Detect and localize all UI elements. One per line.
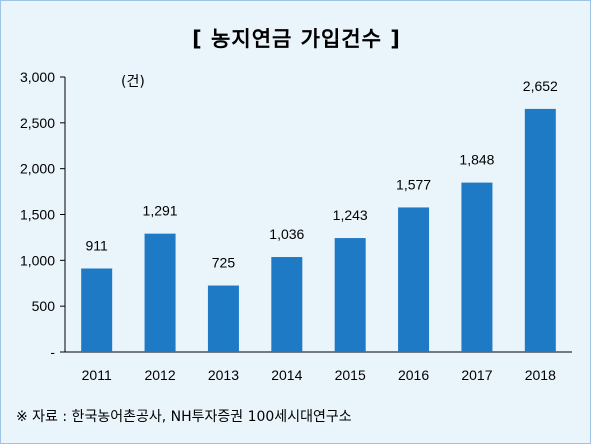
data-label-2015: 1,243 xyxy=(333,207,368,223)
chart-title: [ 농지연금 가입건수 ] xyxy=(192,27,401,51)
unit-label: (건) xyxy=(121,74,145,90)
bar-2015 xyxy=(334,238,366,352)
y-tick-label: - xyxy=(50,344,55,360)
bar-2018 xyxy=(524,108,556,353)
x-tick-label-2011: 2011 xyxy=(82,367,112,383)
data-label-2013: 725 xyxy=(212,255,236,271)
x-tick-label-2018: 2018 xyxy=(525,367,556,383)
x-tick-label-2012: 2012 xyxy=(144,367,175,383)
x-tick-label-2015: 2015 xyxy=(335,367,366,383)
data-label-2017: 1,848 xyxy=(459,152,494,168)
y-tick-label: 2,500 xyxy=(20,115,55,131)
y-tick-label: 2,000 xyxy=(20,161,55,177)
bar-2017 xyxy=(461,182,493,352)
data-label-2011: 911 xyxy=(86,237,109,253)
x-tick-label-2016: 2016 xyxy=(398,367,429,383)
bar-2013 xyxy=(207,285,239,352)
source-note: ※ 자료 : 한국농어촌공사, NH투자증권 100세시대연구소 xyxy=(16,409,352,425)
y-tick-label: 1,500 xyxy=(20,207,55,223)
y-tick-label: 1,000 xyxy=(20,252,55,268)
data-label-2018: 2,652 xyxy=(523,78,558,94)
x-tick-label-2014: 2014 xyxy=(271,367,302,383)
bar-2016 xyxy=(398,207,430,352)
y-tick-label: 500 xyxy=(32,298,56,314)
bar-2014 xyxy=(271,257,303,352)
x-tick-label-2013: 2013 xyxy=(208,367,239,383)
data-label-2014: 1,036 xyxy=(269,226,304,242)
bar-2012 xyxy=(144,233,176,352)
data-label-2016: 1,577 xyxy=(396,176,431,192)
bar-2011 xyxy=(81,268,113,352)
data-label-2012: 1,291 xyxy=(143,203,178,219)
y-tick-label: 3,000 xyxy=(20,69,55,85)
x-tick-label-2017: 2017 xyxy=(461,367,492,383)
